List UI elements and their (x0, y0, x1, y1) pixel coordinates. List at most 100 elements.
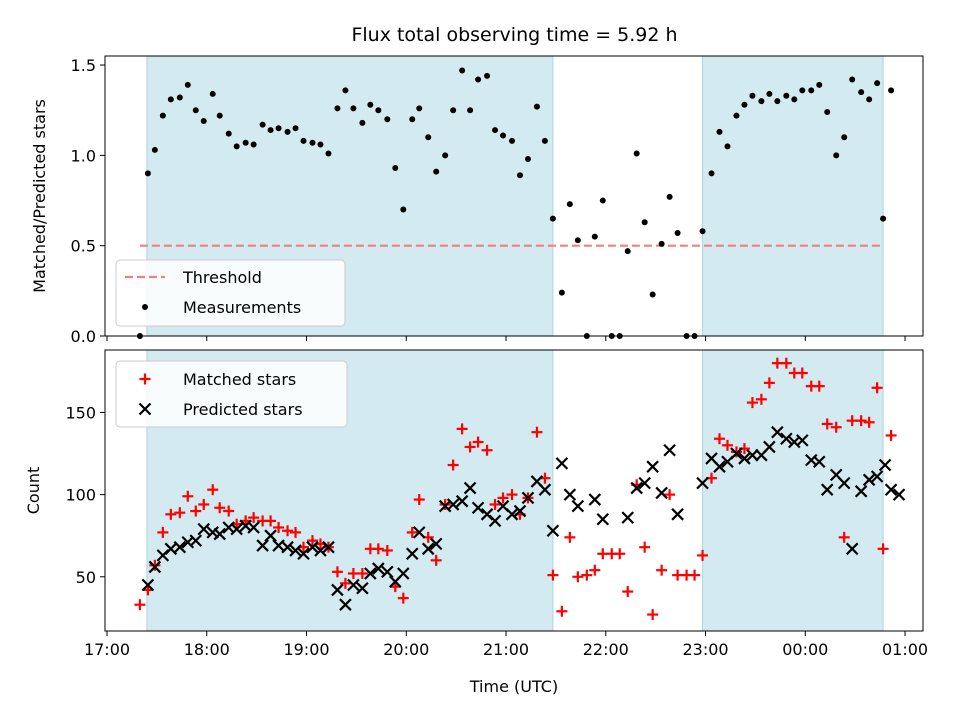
x-marker-b (197, 522, 211, 536)
x-marker-b (256, 539, 269, 552)
x-tick-label: 00:00 (782, 640, 828, 659)
x-axis-label: Time (UTC) (469, 677, 558, 696)
measurement-point (766, 90, 773, 97)
x-marker-b (148, 560, 162, 574)
x-marker-b (396, 567, 410, 580)
x-tick-label: 19:00 (283, 640, 329, 659)
x-marker-b (630, 481, 643, 495)
top-panel-legend: Threshold Measurements (115, 259, 346, 327)
x-marker-b (705, 452, 718, 465)
measurement-point (541, 137, 548, 144)
x-marker-b (488, 514, 502, 528)
measurement-point (450, 107, 457, 114)
measurement-point (858, 89, 865, 96)
x-marker-b (372, 562, 385, 575)
x-marker-b (563, 488, 577, 501)
measurement-point (774, 98, 781, 105)
x-marker-b (339, 598, 352, 611)
measurement-point (359, 119, 366, 126)
measurement-point (624, 248, 631, 255)
x-marker-b (788, 435, 801, 449)
measurement-point (799, 87, 806, 94)
measurement-point (392, 165, 399, 171)
measurement-point (433, 168, 440, 175)
measurement-point (384, 116, 391, 123)
x-marker-b (870, 470, 884, 483)
measurement-point (816, 81, 823, 88)
x-marker-b (829, 468, 843, 482)
legend-measurements-symbol (142, 304, 148, 310)
x-marker-b (588, 493, 602, 506)
x-marker-b (230, 522, 243, 536)
measurement-point (574, 237, 581, 244)
measurement-point (167, 96, 174, 103)
measurement-point (658, 240, 665, 247)
x-marker-b (322, 540, 335, 554)
x-marker-b (837, 476, 851, 490)
measurement-point (334, 105, 341, 112)
x-marker-b (862, 473, 876, 487)
measurement-point (741, 101, 748, 108)
top-panel-axes: 0.0 0.5 1.0 1.5 (71, 56, 906, 346)
x-marker-b (671, 508, 684, 521)
measurement-point (492, 127, 499, 134)
x-marker-b (429, 537, 443, 551)
x-marker-b (213, 527, 226, 541)
measurement-point (733, 112, 740, 119)
y-tick-label: 50 (76, 568, 96, 587)
measurement-point (317, 141, 324, 148)
measurement-point (516, 172, 523, 179)
x-tick-label: 18:00 (184, 640, 230, 659)
x-marker-b (264, 529, 277, 542)
x-marker-b (446, 498, 460, 511)
x-marker-b (538, 483, 552, 496)
x-marker-b (356, 581, 369, 595)
x-tick-label: 21:00 (483, 640, 529, 659)
bottom-panel-star-counts (134, 357, 906, 621)
measurement-point (350, 105, 357, 112)
x-marker-b (306, 540, 319, 554)
measurement-point (641, 219, 648, 226)
measurement-point (591, 233, 598, 240)
measurement-point (841, 134, 848, 141)
x-marker-b (546, 524, 560, 538)
x-marker-b (347, 578, 360, 592)
x-marker-b (746, 448, 759, 462)
measurement-point (888, 87, 895, 94)
measurement-point (325, 150, 332, 157)
x-marker-b (412, 526, 426, 539)
measurement-point (475, 76, 482, 83)
measurement-point (724, 143, 731, 150)
x-marker-b (381, 565, 394, 579)
x-marker-b (530, 475, 544, 488)
x-marker-b (438, 499, 452, 513)
measurement-point (375, 107, 382, 114)
measurement-point (666, 193, 673, 200)
bottom-panel-legend: Matched stars Predicted stars (115, 360, 348, 428)
x-marker-b (421, 542, 435, 556)
measurement-point (400, 206, 407, 213)
x-marker-b (331, 583, 344, 597)
measurement-point (176, 94, 183, 101)
x-marker-b (138, 402, 152, 416)
measurement-point (791, 96, 798, 103)
x-marker-b (878, 458, 892, 472)
x-marker-b (621, 511, 634, 524)
measurement-point (533, 103, 540, 110)
measurement-point (566, 201, 573, 208)
measurement-point (880, 215, 887, 222)
x-marker-b (696, 476, 709, 490)
measurement-point (367, 101, 374, 108)
x-marker-b (480, 508, 494, 521)
x-marker-b (738, 452, 751, 465)
measurement-point (649, 291, 656, 298)
measurement-point (233, 143, 240, 150)
legend-label: Matched stars (183, 370, 296, 389)
bottom-panel-y-axis-label: Count (24, 467, 43, 515)
x-marker-b (181, 535, 195, 549)
measurement-point (524, 155, 531, 162)
measurement-point (808, 87, 815, 94)
measurement-point (425, 134, 432, 141)
x-marker-b (455, 494, 469, 508)
measurement-point (144, 170, 151, 177)
